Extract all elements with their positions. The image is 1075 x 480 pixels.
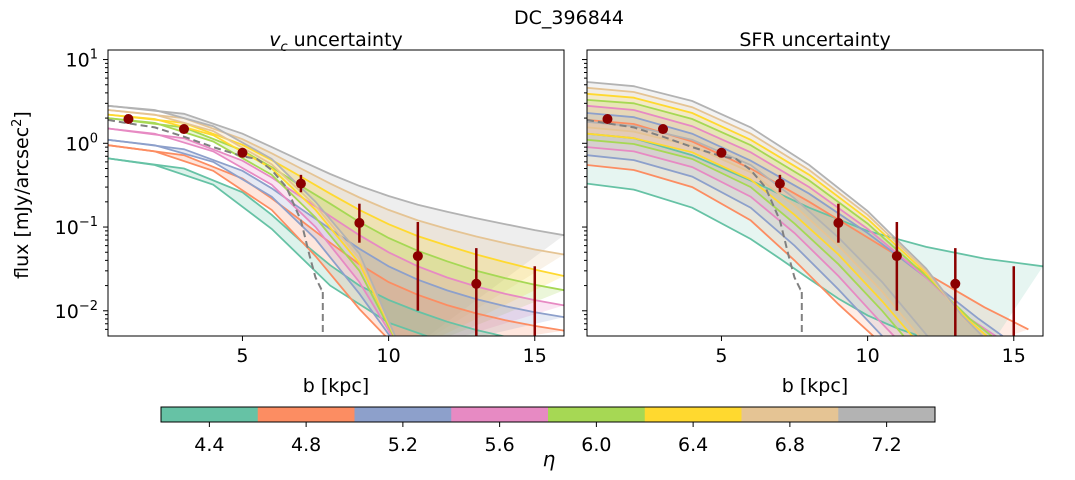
- colorbar-segment: [644, 407, 742, 422]
- model-upper-eta-6.4: [108, 113, 564, 277]
- ytick-label: 10−2: [55, 299, 98, 323]
- model-high-eta-5.2: [587, 112, 1005, 336]
- colorbar-segment: [257, 407, 355, 422]
- right-axes-frame: [586, 49, 1044, 337]
- model-band-eta-6.8: [587, 87, 984, 336]
- right-xlabel: b [kpc]: [782, 375, 848, 397]
- data-point: [237, 147, 248, 158]
- observed-profile-line: [108, 118, 324, 336]
- model-low-eta-6.8: [587, 126, 921, 336]
- data-point: [471, 278, 482, 289]
- colorbar-segment: [161, 407, 259, 422]
- colorbar-segment: [741, 407, 839, 422]
- model-band-eta-5.2: [108, 139, 564, 336]
- left-ticks: 5 10 15 10−2 10−1 100 101: [55, 48, 547, 367]
- colorbar-tick-label: 4.8: [291, 434, 321, 456]
- colorbar-label: η: [543, 447, 556, 471]
- model-lower-eta-7.2: [108, 104, 397, 336]
- right-panel: 5 10 15: [582, 49, 1044, 367]
- xtick-label: 10: [856, 345, 880, 367]
- data-point: [833, 217, 844, 228]
- data-point: [950, 278, 961, 289]
- left-title: vc uncertainty: [269, 29, 403, 55]
- left-model-bands: [108, 105, 564, 336]
- data-point: [295, 178, 306, 189]
- data-point: [774, 178, 785, 189]
- data-point: [179, 124, 189, 135]
- left-observed-profile: [108, 118, 324, 336]
- ytick-label: 10−1: [55, 215, 98, 239]
- model-band-eta-6.8: [108, 110, 564, 336]
- colorbar-tick-label: 4.4: [194, 434, 224, 456]
- colorbar-tick-label: 6.8: [775, 434, 805, 456]
- left-xlabel: b [kpc]: [303, 375, 369, 397]
- model-low-eta-6.4: [587, 132, 914, 336]
- colorbar-tick-label: 6.0: [581, 434, 611, 456]
- left-axes-frame: [107, 49, 565, 337]
- model-band-eta-4.4: [587, 133, 1043, 336]
- model-lower-eta-4.8: [108, 144, 387, 336]
- data-point: [123, 114, 134, 125]
- colorbar-tick-label: 5.6: [485, 434, 515, 456]
- model-lower-eta-4.4: [108, 157, 430, 336]
- model-lower-eta-6.4: [108, 113, 396, 336]
- data-point: [412, 251, 423, 262]
- xtick-label: 15: [1002, 345, 1026, 367]
- model-upper-eta-5.6: [108, 127, 564, 307]
- ylabel: flux [mJy/arcsec2]: [10, 111, 33, 279]
- model-band-eta-6.0: [587, 99, 992, 336]
- model-lower-eta-6.8: [108, 109, 396, 336]
- suptitle: DC_396844: [514, 7, 624, 29]
- colorbar-tick-label: 7.2: [872, 434, 902, 456]
- right-title: SFR uncertainty: [739, 29, 890, 51]
- model-lower-eta-5.2: [108, 138, 391, 336]
- left-model-curves: [108, 104, 564, 336]
- data-point: [716, 147, 727, 158]
- colorbar-segment: [548, 407, 646, 422]
- observed-profile-line: [587, 118, 803, 336]
- model-band-eta-7.2: [587, 82, 983, 336]
- colorbar-segment: [451, 407, 549, 422]
- model-upper-eta-7.2: [108, 104, 564, 237]
- xtick-label: 5: [715, 345, 727, 367]
- data-point: [602, 114, 613, 125]
- model-upper-eta-5.2: [108, 138, 564, 318]
- data-point: [891, 251, 902, 262]
- ytick-label: 101: [66, 48, 98, 72]
- right-ticks: 5 10 15: [582, 59, 1026, 367]
- model-high-eta-7.2: [587, 81, 984, 336]
- xtick-label: 15: [523, 345, 547, 367]
- xtick-label: 10: [377, 345, 401, 367]
- model-high-eta-4.4: [587, 132, 1043, 268]
- ytick-label: 100: [66, 131, 98, 155]
- left-data-points: [123, 114, 537, 336]
- colorbar-tick-label: 5.2: [388, 434, 418, 456]
- left-panel: 5 10 15 10−2 10−1 100 101: [55, 48, 565, 367]
- model-band-eta-6.4: [587, 93, 987, 336]
- right-data-points: [602, 114, 1016, 336]
- xtick-label: 5: [236, 345, 248, 367]
- model-lower-eta-5.6: [108, 127, 394, 336]
- model-low-eta-4.8: [587, 164, 875, 336]
- model-low-eta-5.2: [587, 154, 884, 336]
- colorbar-tick-label: 6.4: [678, 434, 708, 456]
- colorbar: 4.4 4.8 5.2 5.6 6.0 6.4 6.8 7.2: [160, 406, 936, 456]
- model-lower-eta-6.0: [108, 117, 395, 336]
- model-low-eta-7.2: [587, 121, 929, 336]
- data-point: [658, 124, 668, 135]
- colorbar-segment: [354, 407, 452, 422]
- colorbar-segment: [838, 407, 936, 422]
- colorbar-frame: [160, 406, 936, 423]
- model-band-eta-4.4: [108, 158, 503, 336]
- data-point: [354, 217, 365, 228]
- model-low-eta-5.6: [587, 146, 896, 336]
- model-upper-eta-6.8: [108, 109, 564, 256]
- right-observed-profile: [587, 118, 803, 336]
